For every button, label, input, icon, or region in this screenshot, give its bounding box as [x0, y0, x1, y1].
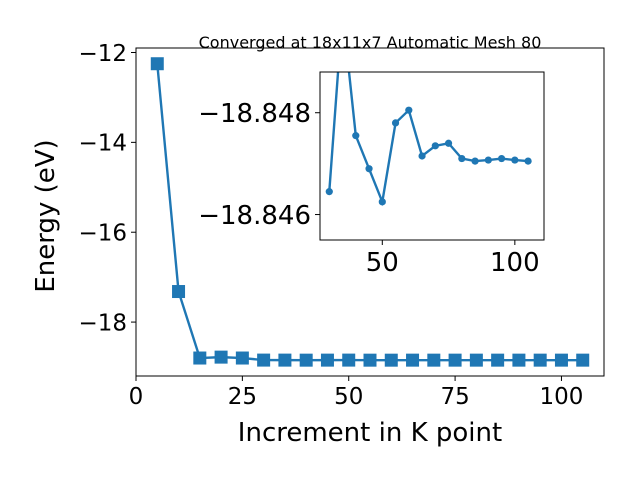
- inset-y-tick-label: −18.846: [198, 201, 311, 231]
- inset-data-point: [352, 132, 360, 140]
- inset-chart: 50 100 −18.848 −18.846: [198, 71, 545, 278]
- main-data-point: [384, 353, 398, 367]
- main-data-point: [193, 351, 207, 365]
- main-data-point: [491, 353, 505, 367]
- main-y-tick-label: −16: [78, 220, 127, 246]
- main-data-point: [150, 57, 164, 71]
- inset-data-point: [378, 198, 386, 206]
- main-x-tick-label: 0: [129, 384, 144, 410]
- main-data-point: [172, 285, 186, 299]
- main-data-point: [299, 353, 313, 367]
- main-data-point: [469, 353, 483, 367]
- main-data-point: [257, 353, 271, 367]
- main-x-tick-label: 50: [334, 384, 363, 410]
- inset-data-point: [418, 152, 426, 160]
- main-data-point: [554, 353, 568, 367]
- inset-data-point: [325, 188, 333, 196]
- main-axes-frame: [135, 47, 605, 377]
- inset-axis-ticks: 50 100 −18.848 −18.846: [198, 99, 539, 278]
- main-data-point: [320, 353, 334, 367]
- main-data-point: [278, 353, 292, 367]
- main-x-axis-label: Increment in K point: [238, 418, 502, 448]
- inset-data-point: [431, 142, 439, 150]
- main-x-tick-label: 75: [440, 384, 469, 410]
- main-data-point: [448, 353, 462, 367]
- inset-data-point: [471, 157, 479, 165]
- main-plot-area: [150, 57, 590, 367]
- main-x-tick-label: 100: [540, 384, 584, 410]
- inset-y-tick-label: −18.848: [198, 99, 311, 129]
- main-data-point: [214, 350, 228, 364]
- main-data-point: [235, 351, 249, 365]
- inset-data-point: [458, 154, 466, 163]
- inset-data-point: [405, 106, 413, 114]
- main-data-point: [427, 353, 441, 367]
- inset-x-tick-label: 100: [490, 248, 540, 278]
- inset-data-point: [484, 156, 492, 164]
- inset-data-point: [511, 156, 519, 164]
- main-y-tick-label: −12: [78, 41, 127, 67]
- main-y-axis-label: Energy (eV): [31, 139, 61, 292]
- main-data-point: [406, 353, 420, 367]
- main-axis-ticks: 0 25 50 75 100 −18 −16 −14 −12: [78, 41, 583, 410]
- inset-data-point: [391, 119, 400, 127]
- inset-x-tick-label: 50: [366, 248, 399, 278]
- main-y-tick-label: −14: [78, 131, 127, 157]
- main-y-tick-label: −18: [78, 310, 127, 336]
- main-data-point: [512, 353, 526, 367]
- main-data-point: [363, 353, 377, 367]
- main-chart: Converged at 18x11x7 Automatic Mesh 80 0…: [31, 33, 605, 448]
- inset-background: [320, 72, 544, 240]
- inset-data-point: [497, 154, 506, 163]
- main-data-point: [576, 353, 590, 367]
- main-x-tick-label: 25: [228, 384, 257, 410]
- main-data-point: [342, 353, 356, 367]
- inset-data-point: [524, 157, 532, 165]
- inset-data-point: [444, 139, 453, 147]
- main-chart-title: Converged at 18x11x7 Automatic Mesh 80: [199, 33, 542, 52]
- inset-plot-area: [325, 72, 532, 207]
- inset-series-line: [328, 72, 529, 207]
- main-data-point: [533, 353, 547, 367]
- inset-data-point: [365, 165, 373, 173]
- inset-axes-frame: [319, 71, 545, 241]
